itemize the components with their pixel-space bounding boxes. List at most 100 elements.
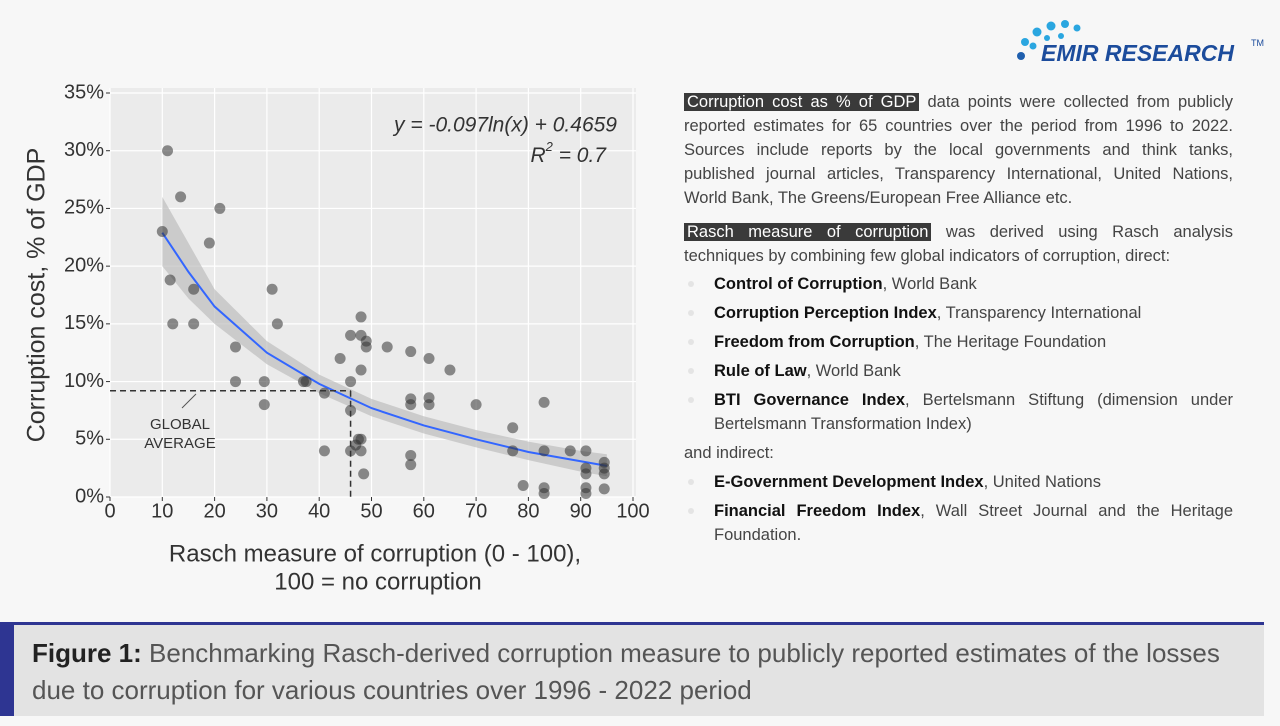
paragraph: and indirect: [684, 444, 774, 462]
data-point [214, 202, 226, 214]
y-tick-label: 15% [64, 312, 104, 334]
data-point [564, 445, 576, 457]
data-point [156, 226, 168, 238]
data-point [538, 396, 550, 408]
data-point [405, 449, 417, 461]
data-point [355, 364, 367, 376]
highlight: Rasch measure of corruption [684, 223, 932, 241]
data-point [598, 483, 610, 495]
caption: Figure 1: Benchmarking Rasch-derived cor… [0, 622, 1264, 716]
x-tick-label: 60 [413, 500, 435, 522]
x-tick-label: 50 [360, 500, 382, 522]
list-item: Control of Corruption, World Bank [684, 272, 1233, 296]
x-tick-label: 90 [570, 500, 592, 522]
confidence-band [162, 196, 607, 477]
y-tick-label: 35% [64, 81, 104, 103]
data-point [598, 468, 610, 480]
data-point [164, 274, 176, 286]
y-tick-label: 30% [64, 139, 104, 161]
data-point [360, 341, 372, 353]
chart: Corruption cost, % of GDP Rasch measure … [23, 81, 650, 595]
data-point [358, 468, 370, 480]
data-point [517, 479, 529, 491]
list-item: Corruption Perception Index, Transparenc… [684, 301, 1233, 325]
list-item: Freedom from Corruption, The Heritage Fo… [684, 330, 1233, 354]
notes: Corruption cost as % of GDP data points … [684, 90, 1233, 552]
data-point [300, 376, 312, 388]
data-point [258, 376, 270, 388]
item-text: , World Bank [806, 362, 901, 380]
annotation: AVERAGE [144, 435, 215, 452]
y-tick-label: 5% [75, 428, 104, 450]
text: was derived using Rasch analysis techniq… [684, 223, 1233, 265]
item-text: , United Nations [983, 473, 1101, 491]
y-tick-label: 20% [64, 254, 104, 276]
annotation: GLOBAL [150, 416, 210, 433]
data-point [203, 237, 215, 249]
data-point [334, 352, 346, 364]
y-tick-label: 10% [64, 370, 104, 392]
data-point [405, 399, 417, 411]
logo: EMIR RESEARCH TM [1017, 20, 1264, 66]
data-point [470, 399, 482, 411]
y-tick-label: 25% [64, 197, 104, 219]
item-title: Control of Corruption [714, 275, 883, 293]
data-point [318, 445, 330, 457]
text: data points were collected from publicly… [684, 93, 1234, 207]
y-tick-label: 0% [75, 485, 104, 507]
data-point [405, 459, 417, 471]
x-tick-label: 40 [308, 500, 330, 522]
caption-label: Figure 1: [32, 638, 142, 668]
data-point [167, 318, 179, 330]
data-point [355, 433, 367, 445]
x-tick-label: 20 [203, 500, 225, 522]
data-point [345, 329, 357, 341]
logo-tm: TM [1251, 38, 1264, 48]
item-title: Corruption Perception Index [714, 304, 937, 322]
x-tick-label: 100 [616, 500, 649, 522]
y-axis-title: Corruption cost, % of GDP [23, 148, 51, 443]
item-text: , Bertelsmann Stiftung (dimension under … [714, 391, 1234, 433]
item-text: , Wall Street Journal and the Heritage F… [714, 502, 1233, 544]
data-point [188, 318, 200, 330]
item-title: Freedom from Corruption [714, 333, 915, 351]
x-tick-label: 0 [104, 500, 115, 522]
paragraph: Rasch measure of corruption was derived … [684, 220, 1233, 268]
caption-text: Benchmarking Rasch-derived corruption me… [32, 638, 1220, 705]
x-axis-title: Rasch measure of corruption (0 - 100), [169, 540, 581, 567]
list-item: BTI Governance Index, Bertelsmann Stiftu… [684, 388, 1233, 436]
item-title: E-Government Development Index [714, 473, 984, 491]
data-point [188, 283, 200, 295]
item-text: , Transparency International [936, 304, 1142, 322]
r-squared: R2 = 0.7 [530, 139, 607, 166]
data-point [345, 376, 357, 388]
data-point [230, 376, 242, 388]
logo-text: EMIR RESEARCH [1041, 40, 1234, 66]
list: Control of Corruption, World Bank Corrupt… [684, 272, 1233, 436]
data-point [580, 488, 592, 500]
list: E-Government Development Index, United N… [684, 470, 1233, 547]
data-point [580, 445, 592, 457]
highlight: Corruption cost as % of GDP [684, 93, 920, 111]
data-point [538, 445, 550, 457]
data-point [271, 318, 283, 330]
x-axis-title: 100 = no corruption [274, 568, 481, 595]
x-tick-label: 10 [151, 500, 173, 522]
data-point [423, 399, 435, 411]
paragraph: Corruption cost as % of GDP data points … [684, 90, 1233, 210]
data-point [258, 399, 270, 411]
data-point [381, 341, 393, 353]
data-point [266, 283, 278, 295]
r-squared-value: = 0.7 [553, 144, 607, 167]
data-point [423, 352, 435, 364]
list-item: Rule of Law, World Bank [684, 359, 1233, 383]
data-point [318, 387, 330, 399]
data-point [405, 346, 417, 358]
annotation-pointer [181, 393, 197, 409]
data-point [580, 468, 592, 480]
item-title: Financial Freedom Index [714, 502, 921, 520]
item-text: , World Bank [882, 275, 977, 293]
data-point [162, 145, 174, 157]
list-item: E-Government Development Index, United N… [684, 470, 1233, 494]
